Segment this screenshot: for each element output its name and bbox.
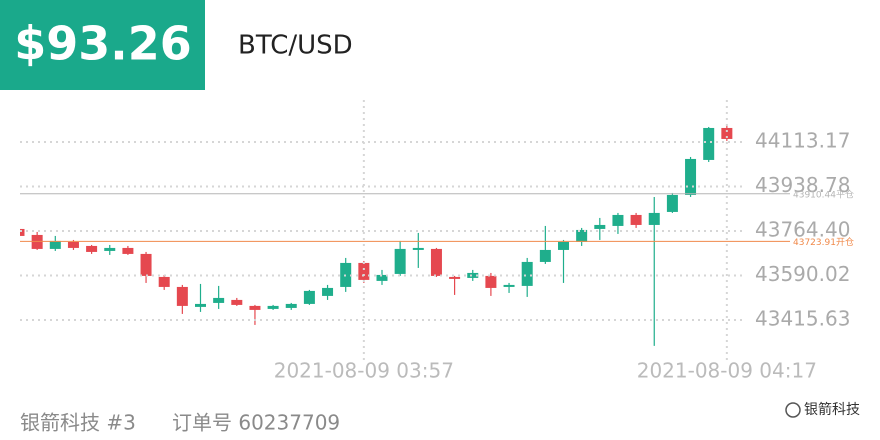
y-tick-label: 43590.02 <box>755 262 850 286</box>
candle-body <box>412 247 424 250</box>
watermark-icon <box>785 402 801 418</box>
y-tick-label: 44113.17 <box>755 129 850 153</box>
candle-body <box>449 276 461 279</box>
candle-body <box>394 248 406 274</box>
candle-body <box>67 241 79 248</box>
order-number: 订单号 60237709 <box>172 411 340 435</box>
candle-body <box>358 262 370 280</box>
reference-label: 43910.44平仓 <box>793 188 854 200</box>
candle-body <box>612 214 624 226</box>
watermark: 银箭科技 <box>804 401 860 418</box>
candle-body <box>20 228 25 236</box>
candle-body <box>594 224 606 229</box>
candle-body <box>267 305 279 309</box>
price: $93.26 <box>14 17 192 71</box>
candle-body <box>630 214 642 225</box>
candle-body <box>231 299 243 305</box>
candle-body <box>485 275 497 288</box>
candle-body <box>49 240 61 249</box>
candle-body <box>558 241 569 250</box>
x-tick-label: 2021-08-09 03:57 <box>274 359 454 383</box>
x-tick-label: 2021-08-09 04:17 <box>637 359 817 383</box>
candle-body <box>158 276 170 287</box>
candle-body <box>122 247 134 254</box>
candle-body <box>648 212 660 225</box>
y-tick-label: 43938.78 <box>755 173 850 197</box>
account: 银箭科技 #3 <box>20 411 136 435</box>
candle-body <box>666 194 678 212</box>
candle-body <box>249 305 261 310</box>
candle-body <box>685 158 697 195</box>
candle-body <box>703 127 715 160</box>
candle-body <box>86 245 98 252</box>
candle-body <box>430 248 442 276</box>
candle-body <box>721 127 733 139</box>
candle-body <box>176 286 188 306</box>
candle-body <box>31 234 43 249</box>
symbol: BTC/USD <box>238 31 353 61</box>
candle-body <box>303 290 315 304</box>
price-badge <box>0 0 205 90</box>
y-tick-label: 43764.40 <box>755 218 850 242</box>
candle-body <box>503 284 515 287</box>
candle-body <box>322 287 334 296</box>
plot-area <box>20 123 733 346</box>
candle-body <box>521 261 533 286</box>
candle-body <box>467 272 479 278</box>
candle-body <box>140 253 152 276</box>
reference-label: 43723.91开仓 <box>793 236 854 248</box>
candle-body <box>104 247 116 251</box>
candle-body <box>376 274 388 281</box>
candle-body <box>213 297 225 303</box>
y-tick-label: 43415.63 <box>755 306 850 330</box>
candle-body <box>195 303 206 307</box>
candle-body <box>285 303 297 308</box>
candle-body <box>539 249 551 262</box>
candle-body <box>576 229 588 242</box>
